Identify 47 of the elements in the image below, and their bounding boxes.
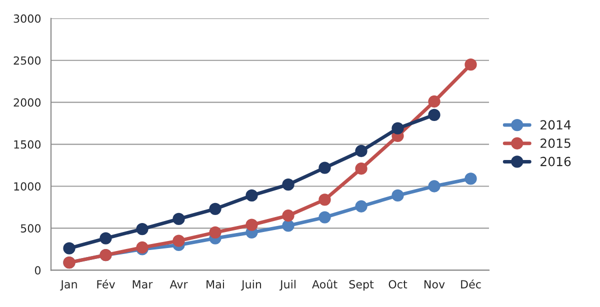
y-tick-label: 0 xyxy=(34,266,41,275)
y-tick-label: 2000 xyxy=(14,98,41,107)
x-tick-label: Jan xyxy=(60,280,77,291)
y-tick-label: 500 xyxy=(20,224,41,233)
x-tick-label: Août xyxy=(312,279,338,288)
x-tick-label: Déc xyxy=(461,279,481,288)
y-tick-label: 3000 xyxy=(14,14,41,23)
legend-label: 2016 xyxy=(540,156,571,166)
x-tick-label: Juil xyxy=(279,280,296,291)
point xyxy=(282,178,294,191)
point xyxy=(318,211,331,224)
point xyxy=(172,212,185,226)
x-tick-label: Juin xyxy=(240,280,262,291)
x-tick-label: Sept xyxy=(349,280,374,291)
point xyxy=(172,234,185,247)
point xyxy=(209,226,222,238)
point xyxy=(355,162,368,175)
point xyxy=(428,95,440,108)
point xyxy=(464,58,477,71)
point xyxy=(355,200,368,212)
point xyxy=(246,189,258,202)
point xyxy=(428,180,440,192)
point xyxy=(318,194,331,206)
x-tick-label: Fév xyxy=(97,279,116,288)
point xyxy=(282,210,294,222)
point xyxy=(282,220,294,232)
point xyxy=(318,162,331,174)
x-tick-label: Oct xyxy=(388,280,408,288)
point xyxy=(428,108,440,121)
point xyxy=(63,242,76,254)
point xyxy=(209,202,222,215)
y-tick-label: 1000 xyxy=(14,182,41,191)
point xyxy=(464,172,477,185)
point xyxy=(100,232,112,244)
x-tick-label: Mar xyxy=(132,280,153,288)
point xyxy=(392,122,404,134)
point xyxy=(136,222,148,236)
y-tick-label: 2500 xyxy=(14,56,41,65)
point xyxy=(246,218,258,231)
x-tick-label: Avr xyxy=(170,280,188,288)
legend-label: 2015 xyxy=(540,138,570,148)
legend-label: 2014 xyxy=(540,120,571,130)
point xyxy=(392,189,404,202)
y-tick-label: 1500 xyxy=(14,140,41,149)
x-tick-label: Nov xyxy=(424,280,445,288)
x-tick-label: Mai xyxy=(206,280,224,288)
point xyxy=(355,144,368,158)
